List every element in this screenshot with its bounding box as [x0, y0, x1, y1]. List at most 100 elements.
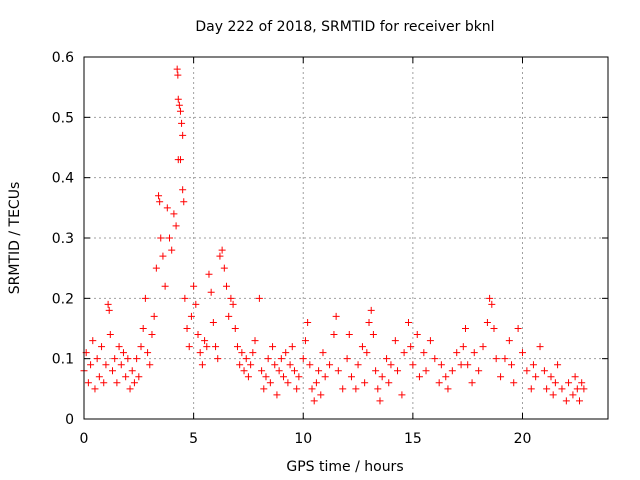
data-point — [551, 379, 559, 387]
data-point — [367, 306, 375, 314]
y-tick-label: 0.6 — [52, 50, 74, 66]
data-point — [98, 343, 106, 351]
data-point — [258, 367, 266, 375]
data-point — [394, 367, 402, 375]
data-point — [244, 373, 252, 381]
data-point — [488, 300, 496, 308]
data-point — [190, 282, 198, 290]
data-point — [89, 337, 97, 345]
data-point — [255, 294, 263, 302]
data-point — [284, 379, 292, 387]
data-point — [448, 367, 456, 375]
data-point — [271, 361, 279, 369]
data-point — [565, 379, 573, 387]
data-point — [580, 385, 588, 393]
data-point — [157, 234, 165, 242]
data-point — [326, 361, 334, 369]
data-point — [148, 331, 156, 339]
y-tick-label: 0.4 — [52, 171, 74, 187]
data-point — [214, 355, 222, 363]
data-point — [269, 343, 277, 351]
data-point — [194, 331, 202, 339]
data-point — [529, 361, 537, 369]
data-point — [173, 65, 181, 73]
data-point — [321, 373, 329, 381]
data-point — [497, 373, 505, 381]
data-point — [347, 373, 355, 381]
data-point — [573, 385, 581, 393]
data-point — [207, 288, 215, 296]
data-point — [475, 367, 483, 375]
data-point — [492, 355, 500, 363]
data-point — [249, 349, 257, 357]
data-point — [251, 337, 259, 345]
data-point — [483, 318, 491, 326]
data-point — [203, 343, 211, 351]
data-point — [308, 385, 316, 393]
data-point — [365, 318, 373, 326]
data-point — [549, 391, 557, 399]
data-point — [514, 325, 522, 332]
y-tick-label: 0.2 — [52, 291, 74, 307]
data-point — [354, 361, 362, 369]
data-point — [400, 349, 408, 357]
data-point — [352, 385, 360, 393]
data-point — [126, 385, 134, 393]
data-point — [236, 361, 244, 369]
x-axis-label: GPS time / hours — [286, 459, 403, 475]
y-tick-label: 0.5 — [52, 110, 74, 126]
data-point — [155, 192, 163, 200]
data-point — [216, 252, 224, 260]
data-point — [575, 397, 583, 405]
data-point — [150, 312, 158, 320]
data-point — [280, 373, 288, 381]
axis-ticks: 0 0.1 0.2 0.3 0.4 0.5 0.6 0 5 10 15 20 — [52, 50, 608, 447]
data-point — [444, 385, 452, 393]
data-point — [464, 361, 472, 369]
data-point — [523, 367, 531, 375]
data-point — [461, 325, 469, 332]
data-point — [387, 361, 395, 369]
data-point — [135, 373, 143, 381]
data-point — [398, 391, 406, 399]
data-point — [247, 361, 255, 369]
data-point — [196, 349, 204, 357]
data-point — [242, 355, 250, 363]
data-point — [413, 331, 421, 339]
data-point — [84, 379, 92, 387]
data-point — [505, 337, 513, 345]
data-point — [527, 385, 535, 393]
data-point — [501, 355, 509, 363]
data-point — [288, 343, 296, 351]
data-point — [404, 318, 412, 326]
data-point — [345, 331, 353, 339]
data-point — [183, 325, 191, 332]
data-point — [111, 355, 119, 363]
data-point — [547, 373, 555, 381]
data-points — [80, 65, 588, 405]
data-point — [431, 355, 439, 363]
chart-title: Day 222 of 2018, SRMTID for receiver bkn… — [195, 19, 494, 35]
data-point — [128, 367, 136, 375]
data-point — [227, 294, 235, 302]
data-point — [479, 343, 487, 351]
data-point — [124, 355, 132, 363]
data-point — [569, 391, 577, 399]
data-point — [95, 373, 103, 381]
data-point — [358, 343, 366, 351]
data-point — [540, 367, 548, 375]
data-point — [282, 349, 290, 357]
x-tick-label: 0 — [80, 431, 89, 447]
data-point — [218, 246, 226, 254]
data-point — [262, 373, 270, 381]
data-point — [119, 349, 127, 357]
data-point — [238, 349, 246, 357]
data-point — [266, 379, 274, 387]
data-point — [442, 373, 450, 381]
data-point — [233, 343, 241, 351]
data-point — [363, 349, 371, 357]
data-point — [205, 270, 213, 278]
data-point — [422, 367, 430, 375]
data-point — [113, 379, 121, 387]
data-point — [223, 282, 231, 290]
